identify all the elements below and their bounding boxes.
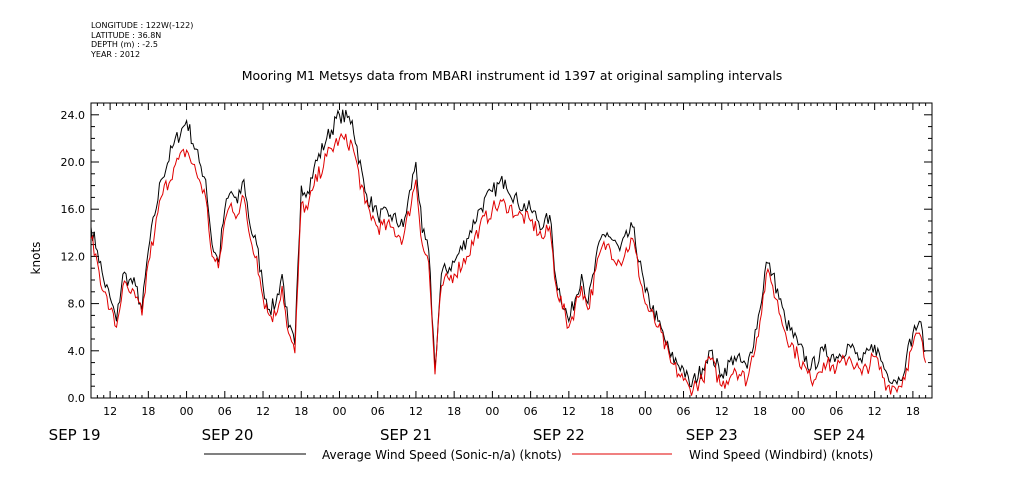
metadata-block: LONGITUDE : 122W(-122) LATITUDE : 36.8N …	[91, 21, 193, 59]
legend-label: Wind Speed (Windbird) (knots)	[689, 448, 873, 462]
y-tick-label: 24.0	[61, 109, 86, 122]
x-tick-label: 18	[906, 405, 920, 418]
x-tick-label: 06	[677, 405, 691, 418]
x-tick-label: 12	[715, 405, 729, 418]
x-date-label: SEP 23	[686, 426, 738, 444]
x-axis: 12 18 00 06 12 18 00 06 12 18 00 06 12 18 00 06 12 18 00 06…	[49, 103, 933, 444]
x-tick-label: 12	[562, 405, 576, 418]
x-tick-label: 12	[103, 405, 117, 418]
y-tick-label: 4.0	[68, 345, 86, 358]
x-tick-label: 18	[600, 405, 614, 418]
plot-border	[90, 102, 933, 399]
x-tick-label: 18	[753, 405, 767, 418]
legend-label: Average Wind Speed (Sonic-n/a) (knots)	[322, 448, 562, 462]
y-tick-label: 16.0	[61, 203, 86, 216]
y-tick-label: 0.0	[68, 392, 86, 405]
x-date-label: SEP 21	[380, 426, 432, 444]
x-date-label: SEP 19	[49, 426, 101, 444]
x-tick-label: 00	[485, 405, 499, 418]
x-tick-label: 06	[218, 405, 232, 418]
x-tick-label: 00	[638, 405, 652, 418]
x-tick-label: 00	[180, 405, 194, 418]
chart-title: Mooring M1 Metsys data from MBARI instru…	[242, 68, 783, 83]
x-date-label: SEP 22	[533, 426, 585, 444]
series-line-sonic	[90, 109, 926, 388]
legend: Average Wind Speed (Sonic-n/a) (knots) Wi…	[204, 448, 873, 462]
x-date-label: SEP 20	[202, 426, 254, 444]
longitude-label: LONGITUDE : 122W(-122)	[91, 21, 194, 30]
x-tick-label: 00	[791, 405, 805, 418]
plot-frame	[90, 102, 933, 399]
x-tick-label: 12	[256, 405, 270, 418]
year-label: YEAR : 2012	[91, 49, 141, 59]
x-tick-label: 06	[371, 405, 385, 418]
x-tick-label: 06	[524, 405, 538, 418]
y-tick-label: 12.0	[61, 250, 86, 263]
series-layer	[90, 109, 927, 396]
y-tick-label: 8.0	[68, 298, 86, 311]
depth-label: DEPTH (m) : -2.5	[91, 40, 158, 49]
x-tick-label: 06	[829, 405, 843, 418]
x-tick-label: 18	[141, 405, 155, 418]
y-tick-label: 20.0	[61, 156, 86, 169]
x-tick-label: 18	[294, 405, 308, 418]
latitude-label: LATITUDE : 36.8N	[91, 30, 162, 40]
x-date-label: SEP 24	[813, 426, 865, 444]
x-tick-label: 12	[409, 405, 423, 418]
x-tick-label: 18	[447, 405, 461, 418]
y-axis-label: knots	[29, 242, 43, 275]
series-line-windbird	[90, 132, 927, 396]
x-tick-label: 00	[332, 405, 346, 418]
x-tick-label: 12	[868, 405, 882, 418]
y-axis: 0.0 4.0 8.0 12.0 16.0 20.0 24.0	[61, 102, 932, 405]
